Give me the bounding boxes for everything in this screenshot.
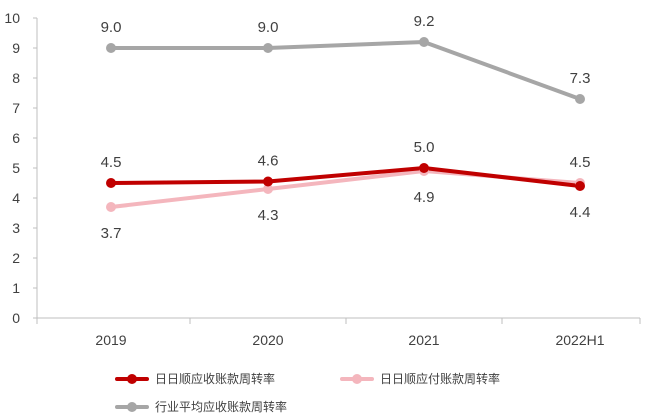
y-tick-label: 5 [12,160,20,176]
series-line [109,40,582,101]
data-label: 9.2 [414,13,435,30]
data-label: 4.4 [570,204,591,221]
x-tick-label: 2022H1 [555,332,604,348]
y-tick-label: 10 [4,10,20,26]
data-point [575,94,585,104]
data-label: 4.5 [570,154,591,171]
data-label: 4.6 [258,153,279,170]
x-tick-label: 2021 [408,332,439,348]
data-point [263,43,273,53]
data-label: 4.3 [258,207,279,224]
x-tick-label: 2020 [252,332,283,348]
y-tick-label: 1 [12,280,20,296]
y-tick-label: 0 [12,310,20,326]
data-label: 4.9 [414,189,435,206]
data-label: 9.0 [101,19,122,36]
data-point [106,43,116,53]
legend-swatch-marker [127,402,137,412]
axes: 0 1 2 3 4 5 6 7 8 9 10 2019 2020 2021 2022H1 [4,10,641,348]
legend-label: 行业平均应收账款周转率 [155,399,287,414]
y-tick-label: 6 [12,130,20,146]
legend-item: 日日顺应付账款周转率 [340,371,500,386]
y-tick-label: 9 [12,40,20,56]
data-point [419,37,429,47]
data-point [419,163,429,173]
legend-label: 日日顺应收账款周转率 [155,371,275,386]
legend-item: 行业平均应收账款周转率 [115,399,287,414]
data-label: 4.5 [101,154,122,171]
legend-swatch-marker [127,374,137,384]
data-labels: 4.5 4.6 5.0 4.4 3.7 4.3 4.9 4.5 9.0 9.0 9.2 7.3 [101,13,591,242]
data-label: 5.0 [414,139,435,156]
legend-label: 日日顺应付账款周转率 [380,371,500,386]
data-point [106,202,116,212]
y-tick-label: 7 [12,100,20,116]
data-point [263,184,273,194]
x-tick-label: 2019 [95,332,126,348]
data-label: 7.3 [570,70,591,87]
data-label: 9.0 [258,19,279,36]
y-tick-label: 2 [12,250,20,266]
y-tick-label: 3 [12,220,20,236]
data-point [106,178,116,188]
series-lines [109,40,582,209]
series-points [106,37,585,212]
series-line [109,166,582,188]
y-tick-label: 8 [12,70,20,86]
data-point [575,181,585,191]
legend-item: 日日顺应收账款周转率 [115,371,275,386]
data-label: 3.7 [101,225,122,242]
legend-swatch-marker [352,374,362,384]
y-tick-label: 4 [12,190,20,206]
data-point [263,176,273,187]
